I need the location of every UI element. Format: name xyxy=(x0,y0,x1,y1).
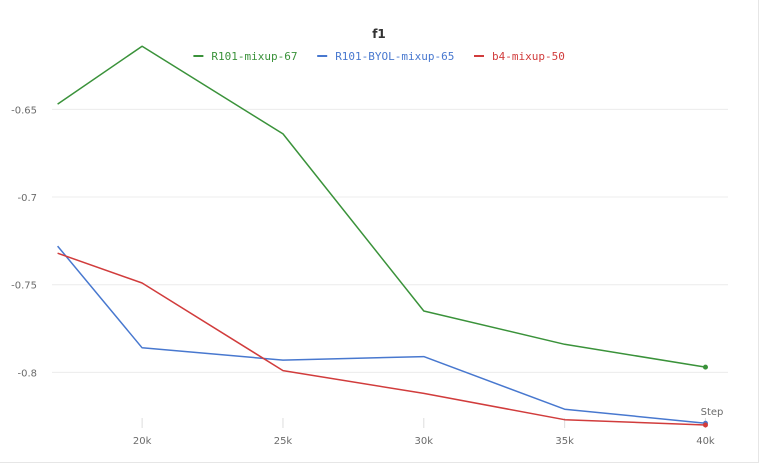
series-endpoint-b4-mixup-50 xyxy=(702,422,708,428)
x-tick-label: 40k xyxy=(696,436,715,447)
x-tick-label: 35k xyxy=(555,436,574,447)
y-tick-label: -0.8 xyxy=(17,368,37,379)
legend-item[interactable]: R101-BYOL-mixup-65 xyxy=(317,50,454,63)
legend-item[interactable]: b4-mixup-50 xyxy=(474,50,565,63)
gridlines xyxy=(52,108,728,373)
series-line-b4-mixup-50 xyxy=(57,252,706,426)
x-tick-label: 20k xyxy=(133,436,152,447)
y-axis-ticks: -0.65 -0.7 -0.75 -0.8 xyxy=(11,105,37,379)
legend: R101-mixup-67 R101-BYOL-mixup-65 b4-mixup-… xyxy=(193,50,565,63)
y-tick-label: -0.7 xyxy=(17,193,37,204)
x-axis-label: Step xyxy=(701,407,724,418)
legend-label: b4-mixup-50 xyxy=(492,50,565,63)
y-tick-label: -0.75 xyxy=(11,281,37,292)
x-tick-label: 25k xyxy=(274,436,293,447)
y-tick-label: -0.65 xyxy=(11,105,37,116)
series-line-R101-mixup-67 xyxy=(57,45,706,368)
series-endpoint-R101-mixup-67 xyxy=(702,364,708,370)
series-lines xyxy=(57,45,708,428)
series-line-R101-BYOL-mixup-65 xyxy=(57,245,706,424)
x-tick-label: 30k xyxy=(415,436,434,447)
chart-title: f1 xyxy=(372,27,386,41)
legend-label: R101-BYOL-mixup-65 xyxy=(335,50,454,63)
legend-item[interactable]: R101-mixup-67 xyxy=(193,50,297,63)
legend-label: R101-mixup-67 xyxy=(211,50,297,63)
